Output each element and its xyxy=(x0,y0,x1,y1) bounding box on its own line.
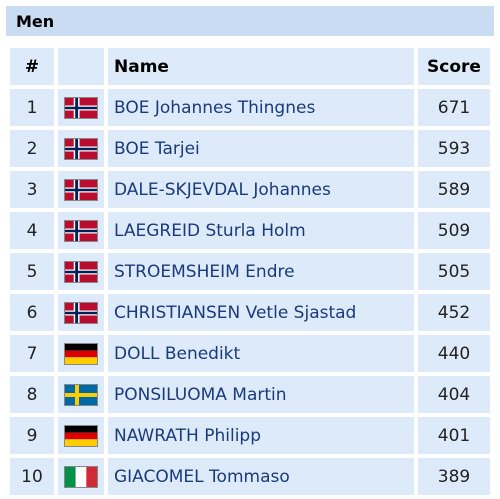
italy-flag-icon xyxy=(64,465,98,488)
rank-cell: 9 xyxy=(10,417,54,454)
rank-cell: 4 xyxy=(10,212,54,249)
rank-cell: 10 xyxy=(10,458,54,495)
table-row[interactable]: 10 GIACOMEL Tommaso 389 xyxy=(10,458,490,495)
athlete-name-link[interactable]: PONSILUOMA Martin xyxy=(114,384,287,405)
flag-cell xyxy=(58,130,104,167)
germany-flag-icon xyxy=(64,424,98,447)
norway-flag-icon xyxy=(64,137,98,160)
score-cell: 389 xyxy=(418,458,490,495)
athlete-name-link[interactable]: BOE Tarjei xyxy=(114,138,200,159)
flag-cell xyxy=(58,89,104,126)
rank-cell: 7 xyxy=(10,335,54,372)
norway-flag-icon xyxy=(64,219,98,242)
athlete-name-cell[interactable]: GIACOMEL Tommaso xyxy=(108,458,414,495)
score-cell: 509 xyxy=(418,212,490,249)
norway-flag-icon xyxy=(64,96,98,119)
athlete-name-link[interactable]: CHRISTIANSEN Vetle Sjastad xyxy=(114,302,357,323)
germany-flag-icon xyxy=(64,342,98,365)
flag-cell xyxy=(58,458,104,495)
flag-cell xyxy=(58,212,104,249)
score-cell: 589 xyxy=(418,171,490,208)
table-row[interactable]: 9 NAWRATH Philipp 401 xyxy=(10,417,490,454)
score-cell: 671 xyxy=(418,89,490,126)
rank-cell: 6 xyxy=(10,294,54,331)
norway-flag-icon xyxy=(64,178,98,201)
athlete-name-link[interactable]: NAWRATH Philipp xyxy=(114,425,262,446)
flag-cell xyxy=(58,376,104,413)
section-header: Men xyxy=(6,6,494,36)
athlete-name-link[interactable]: GIACOMEL Tommaso xyxy=(114,466,290,487)
rank-cell: 2 xyxy=(10,130,54,167)
athlete-name-link[interactable]: BOE Johannes Thingnes xyxy=(114,97,316,118)
athlete-name-cell[interactable]: DALE-SKJEVDAL Johannes xyxy=(108,171,414,208)
ranking-table: # Name Score 1 BOE Johannes Thingnes 671 2 B… xyxy=(6,44,494,499)
score-column-header[interactable]: Score xyxy=(418,48,490,85)
score-cell: 401 xyxy=(418,417,490,454)
section-title: Men xyxy=(16,12,55,31)
score-cell: 593 xyxy=(418,130,490,167)
name-column-header[interactable]: Name xyxy=(108,48,414,85)
table-row[interactable]: 4 LAEGREID Sturla Holm 509 xyxy=(10,212,490,249)
athlete-name-link[interactable]: STROEMSHEIM Endre xyxy=(114,261,295,282)
table-row[interactable]: 3 DALE-SKJEVDAL Johannes 589 xyxy=(10,171,490,208)
flag-cell xyxy=(58,171,104,208)
table-header-row: # Name Score xyxy=(10,48,490,85)
athlete-name-link[interactable]: DALE-SKJEVDAL Johannes xyxy=(114,179,331,200)
norway-flag-icon xyxy=(64,260,98,283)
flag-cell xyxy=(58,417,104,454)
flag-cell xyxy=(58,335,104,372)
athlete-name-cell[interactable]: NAWRATH Philipp xyxy=(108,417,414,454)
norway-flag-icon xyxy=(64,301,98,324)
rank-cell: 1 xyxy=(10,89,54,126)
athlete-name-link[interactable]: LAEGREID Sturla Holm xyxy=(114,220,306,241)
athlete-name-cell[interactable]: BOE Tarjei xyxy=(108,130,414,167)
table-row[interactable]: 2 BOE Tarjei 593 xyxy=(10,130,490,167)
table-row[interactable]: 5 STROEMSHEIM Endre 505 xyxy=(10,253,490,290)
score-cell: 505 xyxy=(418,253,490,290)
rank-cell: 3 xyxy=(10,171,54,208)
athlete-name-cell[interactable]: LAEGREID Sturla Holm xyxy=(108,212,414,249)
men-ranking-panel: Men # Name Score 1 BOE Johannes Thingnes 6… xyxy=(6,6,494,495)
athlete-name-cell[interactable]: STROEMSHEIM Endre xyxy=(108,253,414,290)
athlete-name-link[interactable]: DOLL Benedikt xyxy=(114,343,241,364)
sweden-flag-icon xyxy=(64,383,98,406)
flag-cell xyxy=(58,294,104,331)
table-row[interactable]: 8 PONSILUOMA Martin 404 xyxy=(10,376,490,413)
table-row[interactable]: 6 CHRISTIANSEN Vetle Sjastad 452 xyxy=(10,294,490,331)
rank-column-header[interactable]: # xyxy=(10,48,54,85)
flag-cell xyxy=(58,253,104,290)
score-cell: 440 xyxy=(418,335,490,372)
rank-cell: 5 xyxy=(10,253,54,290)
score-cell: 404 xyxy=(418,376,490,413)
athlete-name-cell[interactable]: BOE Johannes Thingnes xyxy=(108,89,414,126)
table-row[interactable]: 7 DOLL Benedikt 440 xyxy=(10,335,490,372)
athlete-name-cell[interactable]: CHRISTIANSEN Vetle Sjastad xyxy=(108,294,414,331)
score-cell: 452 xyxy=(418,294,490,331)
athlete-name-cell[interactable]: PONSILUOMA Martin xyxy=(108,376,414,413)
flag-column-header xyxy=(58,48,104,85)
table-row[interactable]: 1 BOE Johannes Thingnes 671 xyxy=(10,89,490,126)
athlete-name-cell[interactable]: DOLL Benedikt xyxy=(108,335,414,372)
rank-cell: 8 xyxy=(10,376,54,413)
